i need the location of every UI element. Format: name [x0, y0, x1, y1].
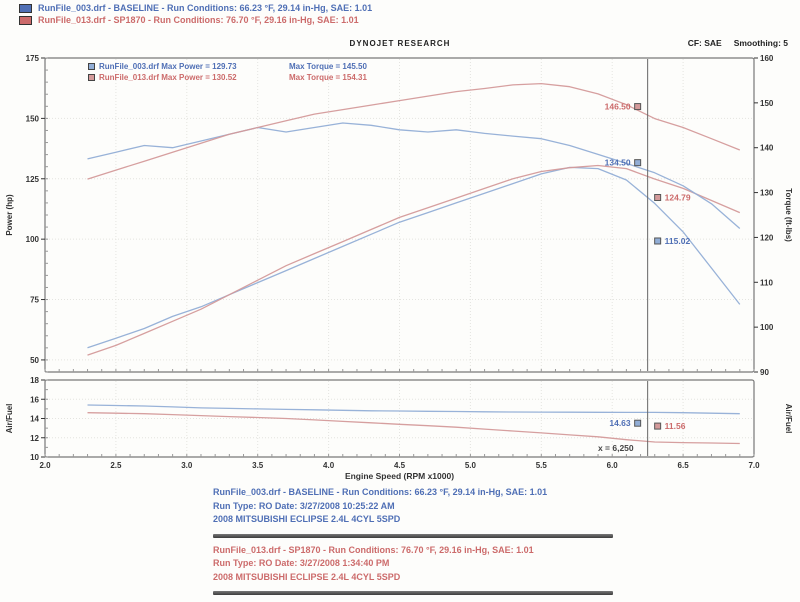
legend-row-sp1870: RunFile_013.drf Max Power = 130.52 Max T… — [88, 72, 367, 83]
cursor-marker-sp1870-power — [654, 194, 662, 202]
x-axis-tick-label: 2.5 — [110, 461, 122, 470]
baseline-info-line: 2008 MITSUBISHI ECLIPSE 2.4L 4CYL 5SPD — [213, 514, 401, 524]
x-axis-tick-label: 6.5 — [678, 461, 690, 470]
left-axis-title: Air/Fuel — [5, 404, 14, 434]
left-axis-tick-label: 16 — [30, 395, 39, 404]
curve-baseline-torque — [87, 122, 741, 229]
x-axis-tick-label: 4.0 — [323, 461, 335, 470]
left-axis-tick-label: 10 — [30, 453, 39, 462]
cursor-marker-sp1870-torque — [634, 103, 642, 111]
run1-color-swatch-icon — [19, 4, 32, 13]
x-axis-tick-label: 3.5 — [252, 461, 264, 470]
baseline-run-info: RunFile_003.drf - BASELINE - Run Conditi… — [213, 486, 643, 527]
left-axis-tick-label: 125 — [26, 175, 40, 184]
legend-baseline-max-power: RunFile_003.drf Max Power = 129.73 — [99, 62, 237, 71]
curve-sp1870-afr — [87, 412, 740, 445]
run2-color-swatch-icon — [19, 16, 32, 25]
correction-info: CF: SAE Smoothing: 5 — [676, 38, 788, 48]
x-axis-tick-label: 5.5 — [536, 461, 548, 470]
right-axis-title: Torque (ft-lbs) — [784, 188, 793, 242]
x-axis-title: Engine Speed (RPM x1000) — [345, 471, 454, 481]
sp1870-info-line: RunFile_013.drf - SP1870 - Run Condition… — [213, 544, 534, 555]
divider-bar — [213, 591, 613, 595]
legend-swatch-sp1870-icon — [88, 74, 95, 81]
x-axis-tick-label: 7.0 — [748, 461, 760, 470]
divider-bar — [213, 533, 613, 538]
x-axis-tick-label: 4.5 — [394, 461, 406, 470]
legend-row-baseline: RunFile_003.drf Max Power = 129.73 Max T… — [88, 61, 367, 72]
smoothing-label: Smoothing: 5 — [733, 38, 788, 48]
legend-sp1870-max-torque: Max Torque = 154.31 — [289, 73, 367, 82]
curve-sp1870-torque — [87, 82, 741, 180]
cursor-marker-baseline-torque — [634, 159, 642, 167]
cursor-value-sp1870-afr: 11.56 — [665, 421, 686, 431]
right-axis-tick-label: 120 — [760, 233, 774, 242]
x-axis-tick-label: 3.0 — [181, 461, 193, 470]
cursor-marker-baseline-power — [654, 237, 662, 245]
legend-swatch-baseline-icon — [88, 63, 95, 70]
left-axis-tick-label: 18 — [30, 376, 39, 385]
curve-baseline-afr — [87, 404, 740, 415]
baseline-info-line: Run Type: RO Date: 3/27/2008 10:25:22 AM — [213, 500, 395, 511]
cursor-value-baseline-afr: 14.63 — [609, 418, 631, 428]
legend-sp1870-max-power: RunFile_013.drf Max Power = 130.52 — [99, 73, 237, 82]
right-axis-tick-label: 100 — [760, 323, 774, 332]
cursor-marker-baseline-afr — [634, 419, 642, 427]
sp1870-info-line: 2008 MITSUBISHI ECLIPSE 2.4L 4CYL 5SPD — [213, 571, 401, 582]
legend-baseline-max-torque: Max Torque = 145.50 — [289, 62, 367, 71]
cursor-value-baseline-power: 115.02 — [665, 236, 691, 246]
left-axis-tick-label: 100 — [26, 235, 40, 244]
run1-header-line: RunFile_003.drf - BASELINE - Run Conditi… — [38, 3, 373, 13]
cf-sae-label: CF: SAE — [687, 38, 722, 48]
right-axis-tick-label: 110 — [760, 278, 773, 287]
left-axis-tick-label: 175 — [26, 54, 40, 63]
left-axis-tick-label: 150 — [26, 114, 40, 123]
baseline-info-line: RunFile_003.drf - BASELINE - Run Conditi… — [213, 487, 548, 497]
curve-baseline-power — [87, 166, 741, 349]
cursor-value-baseline-torque: 134.50 — [605, 158, 631, 168]
brand-title: DYNOJET RESEARCH — [349, 39, 451, 48]
left-axis-tick-label: 50 — [30, 356, 39, 365]
cursor-value-sp1870-torque: 146.50 — [605, 102, 631, 112]
x-axis-tick-label: 2.0 — [39, 461, 51, 470]
right-axis-tick-label: 140 — [760, 144, 774, 153]
right-axis-tick-label: 160 — [760, 54, 774, 63]
x-axis-tick-label: 6.0 — [607, 461, 619, 470]
right-axis-tick-label: 150 — [760, 99, 774, 108]
cursor-rpm-label: x = 6,250 — [598, 443, 634, 453]
run2-header-line: RunFile_013.drf - SP1870 - Run Condition… — [38, 15, 359, 25]
cursor-value-sp1870-power: 124.79 — [665, 193, 691, 203]
cursor-marker-sp1870-afr — [654, 422, 662, 430]
right-axis-tick-label: 90 — [760, 368, 769, 377]
x-axis-tick-label: 5.0 — [465, 461, 477, 470]
curve-sp1870-power — [87, 164, 741, 356]
run-info-footer: RunFile_003.drf - BASELINE - Run Conditi… — [213, 486, 643, 601]
right-axis-tick-label: 130 — [760, 189, 774, 198]
left-axis-tick-label: 75 — [30, 296, 39, 305]
left-axis-title: Power (hp) — [5, 194, 14, 236]
sp1870-info-line: Run Type: RO Date: 3/27/2008 1:34:40 PM — [213, 558, 390, 568]
left-axis-tick-label: 12 — [30, 434, 39, 443]
sp1870-run-info: RunFile_013.drf - SP1870 - Run Condition… — [213, 544, 643, 585]
right-axis-title: Air/Fuel — [784, 404, 793, 434]
left-axis-tick-label: 14 — [30, 415, 39, 424]
chart-legend: RunFile_003.drf Max Power = 129.73 Max T… — [88, 61, 367, 83]
